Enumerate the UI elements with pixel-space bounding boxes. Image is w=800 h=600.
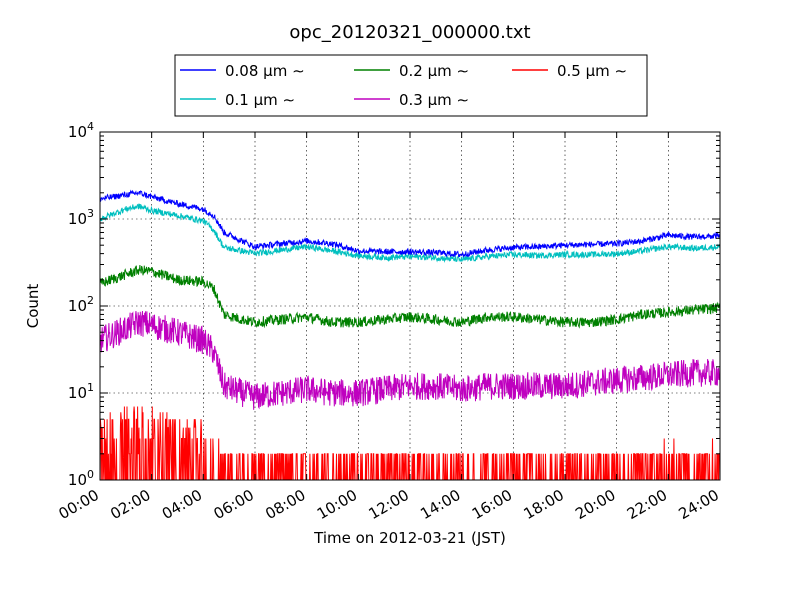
y-tick-label: 101 <box>68 381 94 402</box>
legend-label: 0.5 μm ∼ <box>557 62 627 80</box>
plot-background <box>100 132 720 480</box>
ticks <box>99 131 721 481</box>
legend-label: 0.2 μm ∼ <box>399 62 469 80</box>
y-tick-label: 104 <box>68 120 94 141</box>
legend-box <box>174 54 648 117</box>
y-tick-label: 102 <box>68 294 94 315</box>
chart-title: opc_20120321_000000.txt <box>289 22 530 43</box>
x-axis-label: Time on 2012-03-21 (JST) <box>313 529 506 547</box>
legend: 0.08 μm ∼ 0.1 μm ∼ 0.2 μm ∼ 0.3 μm ∼ 0.5 μm … <box>174 54 648 117</box>
y-axis-label: Count <box>24 284 42 329</box>
series-line <box>99 189 721 258</box>
y-tick-label: 103 <box>68 207 94 228</box>
legend-label: 0.1 μm ∼ <box>225 91 295 109</box>
y-tick-labels: 100 101 102 103 104 <box>68 120 94 489</box>
legend-label: 0.08 μm ∼ <box>225 62 305 80</box>
series-line <box>99 311 721 410</box>
plot-area <box>99 131 721 481</box>
series-line <box>99 264 721 329</box>
legend-label: 0.3 μm ∼ <box>399 91 469 109</box>
series-line <box>99 203 721 263</box>
y-tick-label: 100 <box>68 468 94 489</box>
